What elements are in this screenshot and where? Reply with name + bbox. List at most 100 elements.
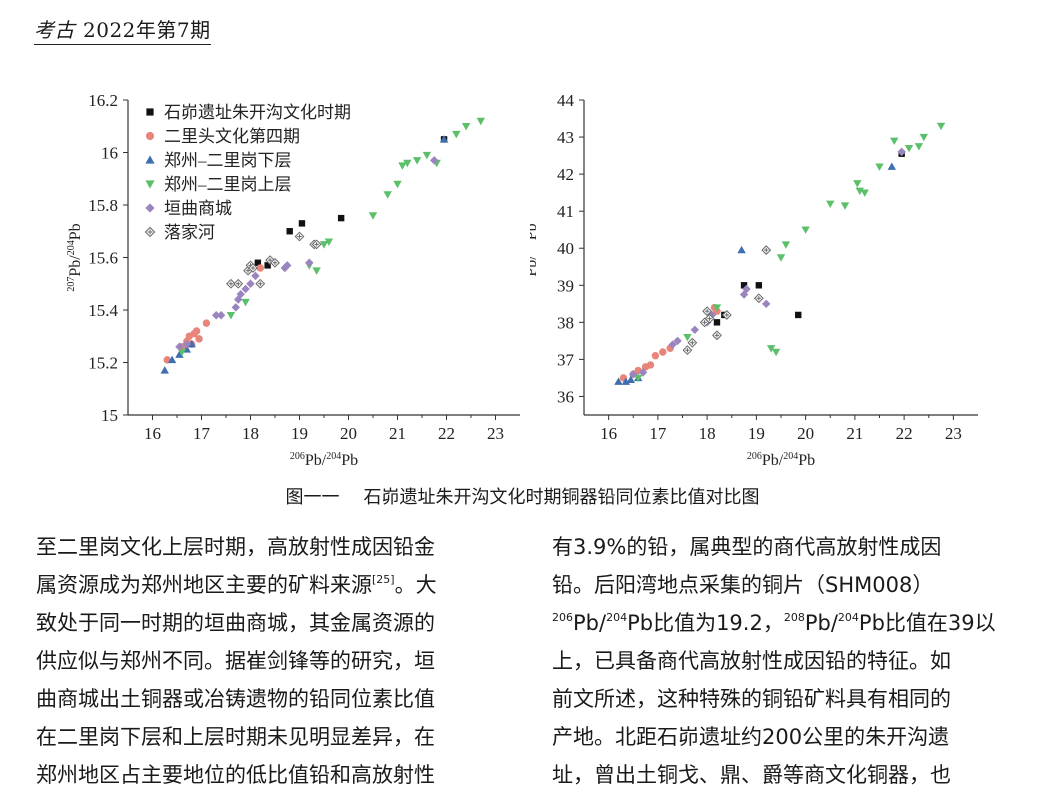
citation-ref[interactable]: [25] [372,573,395,586]
data-point [167,355,177,364]
x-tick-label: 20 [797,424,814,443]
data-point [683,333,692,342]
body-line: 致处于同一时期的垣曲商城，其金属资源的 [36,611,435,635]
data-point [202,319,211,327]
legend-marker [146,108,154,116]
data-point [383,191,392,199]
data-point [393,180,402,189]
journal-logo: 考古 [34,18,75,42]
data-point [801,226,810,234]
y-tick-label: 37 [557,350,575,369]
series-5 [682,245,772,356]
data-point [233,278,244,289]
body-line: 上，已具备商代高放射性成因铅的特征。如 [552,649,951,673]
data-point [646,361,655,369]
series-4 [629,147,906,379]
data-point [771,348,781,357]
x-tick-label: 16 [600,424,617,443]
legend-marker [145,203,155,213]
data-point [422,151,432,160]
data-point [452,130,461,139]
data-point [795,311,802,319]
y-tick-label: 39 [557,276,574,295]
x-tick-label: 17 [649,424,667,443]
chart-208pb: 16 17 18 19 20 21 22 23 36 37 38 39 40 41 42 43 44 206Pb/… [530,91,978,469]
data-point [251,271,260,281]
data-point [713,319,721,326]
data-point [875,163,884,171]
legend-label: 落家河 [164,223,215,242]
body-line: 郑州地区占主要地位的低比值铅和高放射性 [36,763,435,787]
data-point [412,157,422,165]
data-point [690,325,700,334]
data-point [337,214,345,222]
legend-entry: 郑州–二里岗上层 [145,175,292,194]
data-point [286,228,293,235]
data-point [255,278,266,289]
data-point [226,312,236,320]
data-point [853,180,862,188]
body-line: 有3.9%的铅，属典型的商代高放射性成因 [552,535,942,559]
y-tick-label: 16 [101,144,118,163]
y-tick-label: 38 [557,313,574,332]
series-1 [619,303,721,382]
data-point [904,144,914,153]
chart-207pb: 16 17 18 19 20 21 22 23 15 15.2 15.4 15.6 15.8 16 16.2… [66,91,520,469]
x-axis-label: 206Pb/204Pb [290,451,358,469]
y-tick-label: 43 [557,128,574,147]
data-point [755,282,763,289]
data-point [192,327,201,335]
data-point [182,339,191,349]
data-point [248,263,258,273]
x-tick-label: 22 [896,424,913,443]
data-point [236,290,245,299]
data-point [234,295,243,304]
data-point [241,284,250,294]
data-point [195,335,203,343]
data-point [651,352,660,360]
data-point [753,293,764,304]
body-line: 至二里岗文化上层时期，高放射性成因铅金 [36,535,435,559]
data-point [687,337,698,348]
data-point [312,267,321,275]
legend-label: 郑州–二里岗下层 [164,151,292,170]
data-point [177,348,187,357]
journal-header: 考古 2022年第7期 [34,14,211,45]
data-point [241,298,250,307]
data-point [461,123,471,131]
data-point [712,304,722,312]
body-line: 前文所述，这种特殊的铜铅矿料具有相同的 [552,687,951,711]
data-point [311,239,322,250]
data-point [305,258,314,267]
data-point [712,330,722,341]
data-point [766,345,776,353]
data-point [439,135,449,143]
data-point [781,241,791,249]
data-point [216,311,226,320]
data-point [936,122,946,131]
y-tick-label: 42 [557,165,574,184]
data-point [270,257,280,268]
legend-marker [145,180,155,189]
x-tick-label: 23 [487,424,504,443]
x-tick-label: 23 [945,424,962,443]
data-point [633,374,643,383]
data-point [324,238,334,246]
figure-caption: 图一一 石峁遗址朱开沟文化时期铜器铅同位素比值对比图 [0,483,1045,509]
y-tick-label: 15.8 [88,196,118,215]
y-tick-label: 40 [557,239,574,258]
y-axis-label: 207Pb/204Pb [66,223,84,291]
series-2 [160,135,449,374]
x-tick-label: 16 [144,424,161,443]
data-point [246,279,255,288]
y-axis-label: 208Pb/204Pb [530,223,540,291]
data-point [231,303,240,312]
y-tick-label: 15.2 [88,354,118,373]
x-tick-label: 18 [699,424,716,443]
data-point [160,366,169,374]
data-point [294,231,305,242]
data-point [704,313,715,324]
series-3 [177,117,485,357]
body-line: 206Pb/204Pb比值为19.2，208Pb/204Pb比值在39以 [552,611,996,635]
data-point [919,133,929,142]
